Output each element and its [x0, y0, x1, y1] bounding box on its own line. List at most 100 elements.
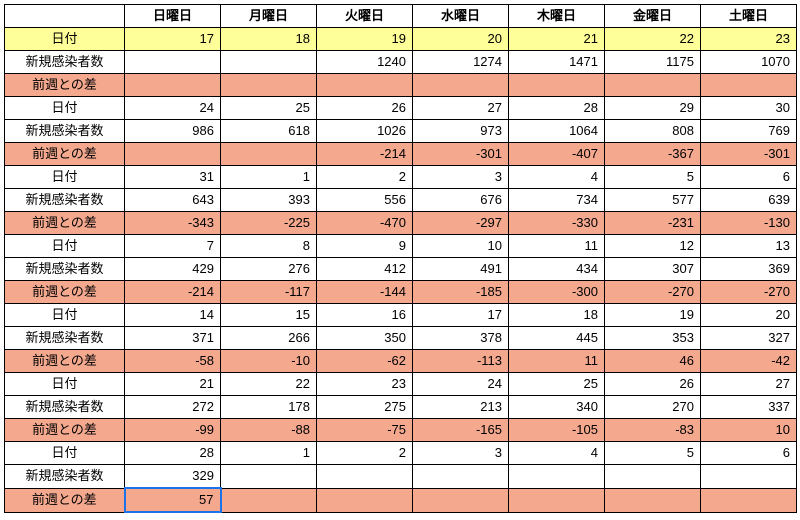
cases-cell: 393	[221, 189, 317, 212]
cases-cell: 1026	[317, 120, 413, 143]
date-cell: 1	[221, 442, 317, 465]
row-label-date: 日付	[5, 235, 125, 258]
cases-cell: 1064	[509, 120, 605, 143]
row-label-cases: 新規感染者数	[5, 120, 125, 143]
date-cell: 19	[317, 28, 413, 51]
date-cell: 31	[125, 166, 221, 189]
cases-cell: 350	[317, 327, 413, 350]
row-label-diff: 前週との差	[5, 143, 125, 166]
diff-cell: -301	[413, 143, 509, 166]
date-cell: 10	[413, 235, 509, 258]
date-cell: 24	[413, 373, 509, 396]
cases-cell: 178	[221, 396, 317, 419]
diff-cell: -214	[317, 143, 413, 166]
date-cell: 27	[701, 373, 797, 396]
row-label-cases: 新規感染者数	[5, 51, 125, 74]
diff-cell: -185	[413, 281, 509, 304]
row-label-cases: 新規感染者数	[5, 189, 125, 212]
diff-cell: -367	[605, 143, 701, 166]
diff-cell: 57	[125, 488, 221, 512]
row-label-diff: 前週との差	[5, 350, 125, 373]
date-cell: 12	[605, 235, 701, 258]
cases-cell: 371	[125, 327, 221, 350]
diff-cell: -270	[701, 281, 797, 304]
diff-cell	[125, 143, 221, 166]
date-cell: 3	[413, 166, 509, 189]
diff-cell	[125, 74, 221, 97]
diff-cell: 11	[509, 350, 605, 373]
diff-cell: -270	[605, 281, 701, 304]
row-label-cases: 新規感染者数	[5, 258, 125, 281]
date-cell: 5	[605, 442, 701, 465]
diff-cell: -225	[221, 212, 317, 235]
cases-cell: 412	[317, 258, 413, 281]
date-cell: 6	[701, 166, 797, 189]
row-label-diff: 前週との差	[5, 74, 125, 97]
date-cell: 22	[605, 28, 701, 51]
cases-cell: 378	[413, 327, 509, 350]
cases-cell: 276	[221, 258, 317, 281]
header-day: 日曜日	[125, 5, 221, 28]
date-cell: 26	[317, 97, 413, 120]
cases-cell: 769	[701, 120, 797, 143]
date-cell: 14	[125, 304, 221, 327]
cases-cell: 808	[605, 120, 701, 143]
cases-cell: 329	[125, 465, 221, 489]
diff-cell: -99	[125, 419, 221, 442]
diff-cell	[509, 74, 605, 97]
cases-cell: 973	[413, 120, 509, 143]
date-cell: 21	[125, 373, 221, 396]
date-cell: 28	[509, 97, 605, 120]
row-label-diff: 前週との差	[5, 212, 125, 235]
cases-cell: 1070	[701, 51, 797, 74]
cases-cell: 491	[413, 258, 509, 281]
row-label-date: 日付	[5, 28, 125, 51]
header-day: 木曜日	[509, 5, 605, 28]
diff-cell: -62	[317, 350, 413, 373]
row-label-date: 日付	[5, 442, 125, 465]
diff-cell: -130	[701, 212, 797, 235]
cases-cell: 1274	[413, 51, 509, 74]
cases-cell: 1471	[509, 51, 605, 74]
diff-cell	[701, 74, 797, 97]
cases-cell: 369	[701, 258, 797, 281]
cases-cell	[701, 465, 797, 489]
diff-cell: -113	[413, 350, 509, 373]
cases-cell: 734	[509, 189, 605, 212]
date-cell: 6	[701, 442, 797, 465]
date-cell: 20	[701, 304, 797, 327]
date-cell: 20	[413, 28, 509, 51]
date-cell: 19	[605, 304, 701, 327]
row-label-date: 日付	[5, 97, 125, 120]
diff-cell: -214	[125, 281, 221, 304]
cases-cell: 340	[509, 396, 605, 419]
cases-cell: 643	[125, 189, 221, 212]
diff-cell: -10	[221, 350, 317, 373]
diff-cell: -407	[509, 143, 605, 166]
cases-cell: 618	[221, 120, 317, 143]
header-day: 水曜日	[413, 5, 509, 28]
cases-cell: 213	[413, 396, 509, 419]
cases-cell: 986	[125, 120, 221, 143]
diff-cell	[413, 488, 509, 512]
row-label-cases: 新規感染者数	[5, 465, 125, 489]
date-cell: 4	[509, 166, 605, 189]
row-label-diff: 前週との差	[5, 488, 125, 512]
row-label-cases: 新規感染者数	[5, 396, 125, 419]
diff-cell: 46	[605, 350, 701, 373]
date-cell: 1	[221, 166, 317, 189]
cases-cell	[509, 465, 605, 489]
cases-cell: 272	[125, 396, 221, 419]
date-cell: 4	[509, 442, 605, 465]
header-day: 金曜日	[605, 5, 701, 28]
cases-cell: 1175	[605, 51, 701, 74]
date-cell: 18	[509, 304, 605, 327]
diff-cell: 10	[701, 419, 797, 442]
cases-cell: 445	[509, 327, 605, 350]
diff-cell	[221, 143, 317, 166]
diff-cell: -83	[605, 419, 701, 442]
date-cell: 26	[605, 373, 701, 396]
cases-cell	[221, 465, 317, 489]
diff-cell: -144	[317, 281, 413, 304]
date-cell: 2	[317, 442, 413, 465]
